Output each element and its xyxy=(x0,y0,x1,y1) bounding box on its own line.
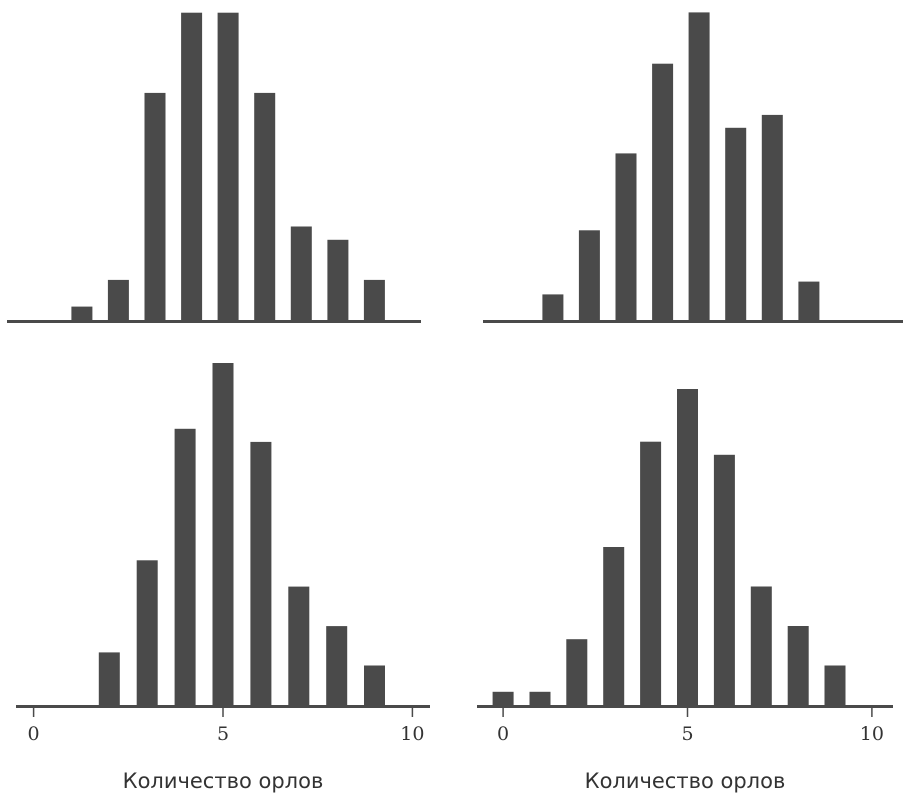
x-axis-label: Количество орлов xyxy=(123,769,324,793)
bar-x6 xyxy=(250,441,272,705)
bar-x2 xyxy=(578,230,600,320)
bar-x2 xyxy=(566,639,588,705)
bar-x6 xyxy=(725,127,747,320)
bar-x9 xyxy=(363,279,385,320)
bar-x8 xyxy=(798,281,820,320)
bar-x1 xyxy=(71,306,93,320)
bar-x6 xyxy=(713,454,735,705)
panel-bottom-left: 0 5 10 Количество орлов xyxy=(16,363,430,793)
x-tick-label-10: 10 xyxy=(860,723,884,745)
bar-x3 xyxy=(615,153,637,320)
bar-x0 xyxy=(492,691,514,705)
bar-x1 xyxy=(542,294,564,320)
bar-x8 xyxy=(326,626,348,705)
bar-x8 xyxy=(327,239,349,320)
x-tick-label-0: 0 xyxy=(497,723,509,745)
bar-x1 xyxy=(529,691,551,705)
x-tick-label-0: 0 xyxy=(28,723,40,745)
bar-x2 xyxy=(107,279,129,320)
bar-x4 xyxy=(640,441,662,705)
bar-x5 xyxy=(212,363,234,705)
bar-x3 xyxy=(136,560,158,705)
bar-x3 xyxy=(603,547,625,705)
bar-x7 xyxy=(750,586,772,705)
x-tick-label-10: 10 xyxy=(400,723,424,745)
bar-x9 xyxy=(364,665,385,705)
bar-x3 xyxy=(144,92,166,321)
bar-x4 xyxy=(181,12,203,320)
x-tick-label-5: 5 xyxy=(217,723,229,745)
panel-bottom-right: 0 5 10 Количество орлов xyxy=(477,389,893,793)
bar-x7 xyxy=(288,586,310,705)
bar-x5 xyxy=(677,389,698,705)
bar-x4 xyxy=(174,428,196,705)
bar-x9 xyxy=(824,665,846,705)
bar-x8 xyxy=(787,626,809,705)
panel-top-right xyxy=(483,12,903,323)
bar-x4 xyxy=(652,63,674,320)
bar-x7 xyxy=(761,114,783,321)
x-axis-label: Количество орлов xyxy=(585,769,786,793)
x-tick-label-5: 5 xyxy=(681,723,693,745)
bar-x5 xyxy=(688,12,710,321)
bar-x2 xyxy=(98,652,120,705)
bar-x5 xyxy=(217,12,239,320)
bar-x7 xyxy=(290,226,312,320)
bar-x6 xyxy=(254,92,276,321)
panel-top-left xyxy=(7,12,421,323)
